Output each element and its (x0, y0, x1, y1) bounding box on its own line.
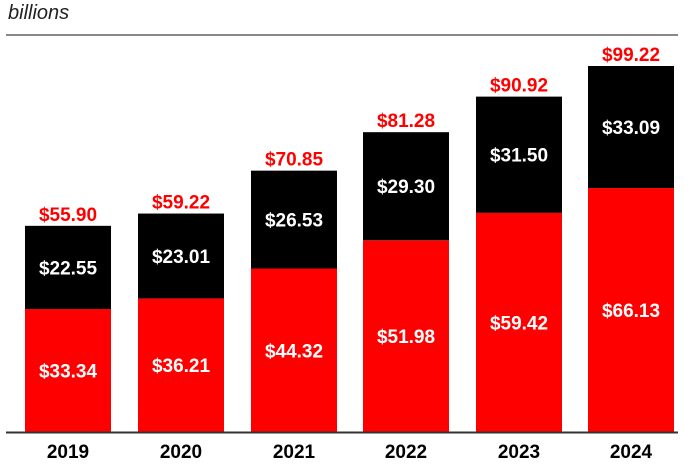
total-label: $55.90 (39, 205, 97, 226)
segment-label-bottom: $33.34 (39, 362, 98, 383)
x-tick-label: 2020 (160, 442, 202, 463)
total-label: $90.92 (490, 76, 548, 97)
bar-segment-top (25, 225, 111, 310)
segment-label-bottom: $51.98 (377, 327, 435, 348)
x-tick-label: 2023 (498, 442, 540, 463)
bar-segment-bottom (25, 309, 111, 432)
bar-segment-top (476, 96, 562, 213)
top-rule (6, 34, 678, 36)
segment-label-top: $29.30 (377, 177, 435, 198)
total-label: $59.22 (152, 193, 210, 214)
segment-label-bottom: $36.21 (152, 356, 211, 377)
x-tick-label: 2024 (610, 442, 653, 463)
segment-label-bottom: $66.13 (602, 301, 660, 322)
bar-segment-bottom (588, 188, 674, 432)
x-tick-label: 2019 (47, 442, 89, 463)
x-tick-label: 2022 (385, 442, 427, 463)
bar-segment-top (251, 170, 337, 269)
unit-label: billions (8, 2, 70, 24)
bar-segment-top (588, 66, 674, 189)
bar-segment-bottom (476, 212, 562, 432)
segment-label-top: $23.01 (152, 247, 211, 268)
segment-label-top: $33.09 (602, 118, 660, 139)
total-label: $81.28 (377, 111, 435, 132)
bar-segment-bottom (363, 240, 449, 432)
segment-label-top: $22.55 (39, 258, 98, 279)
bar-segment-top (363, 132, 449, 241)
bar-segment-bottom (138, 298, 224, 432)
segment-label-top: $26.53 (265, 211, 323, 232)
x-tick-label: 2021 (273, 442, 316, 463)
total-label: $70.85 (265, 150, 324, 171)
bar-segment-bottom (251, 268, 337, 432)
total-label: $99.22 (602, 45, 660, 66)
segment-label-bottom: $44.32 (265, 341, 323, 362)
segment-label-top: $31.50 (490, 146, 548, 167)
bar-segment-top (138, 213, 224, 299)
segment-label-bottom: $59.42 (490, 313, 548, 334)
